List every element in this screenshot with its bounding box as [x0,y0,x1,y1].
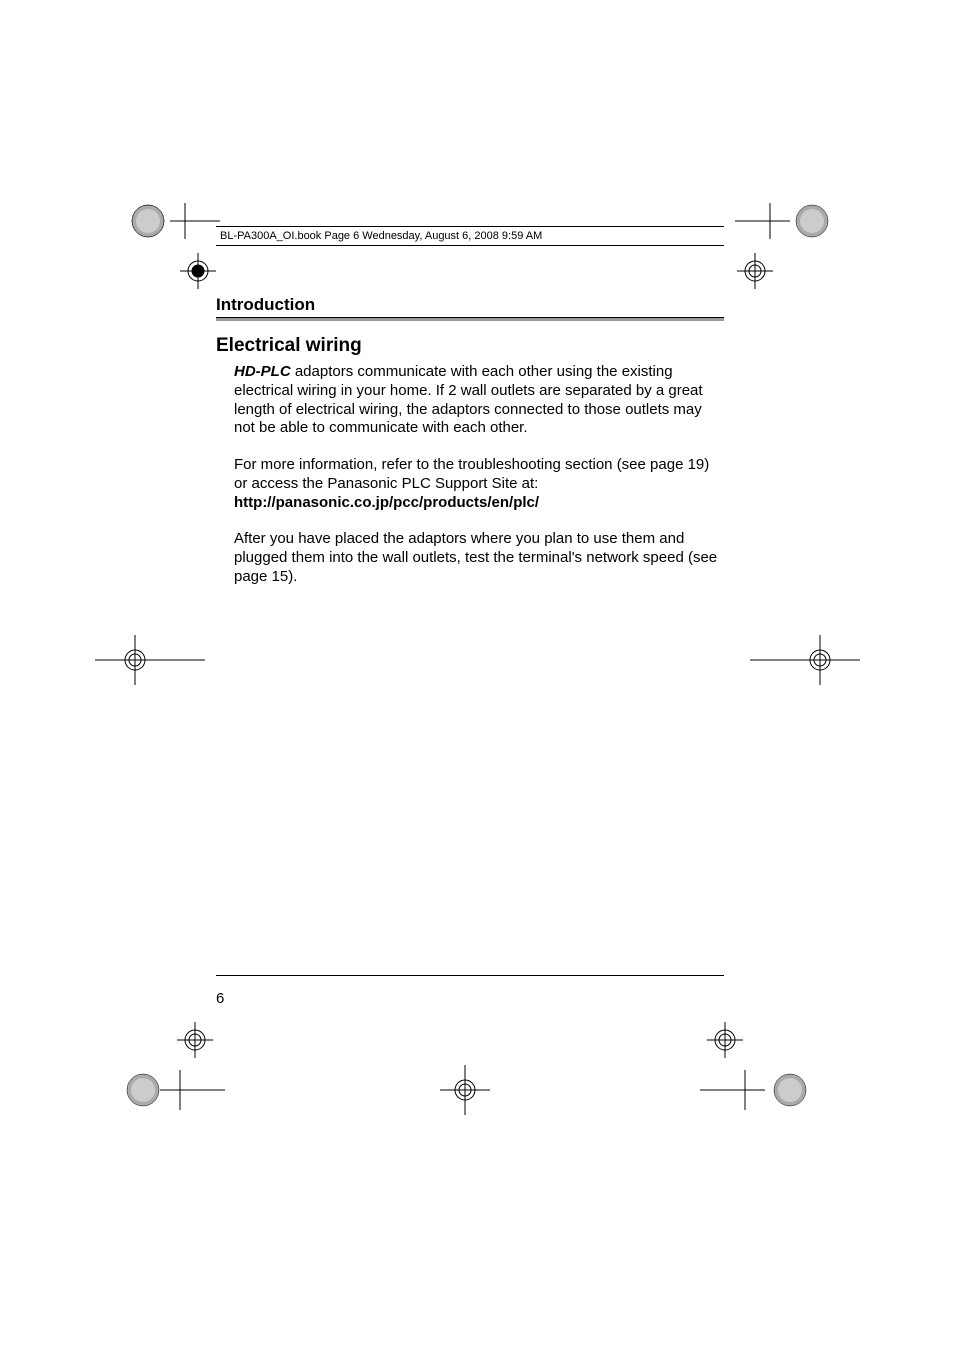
crop-mark-icon [690,1010,840,1130]
paragraph-3-text: After you have placed the adaptors where… [234,530,717,585]
crop-mark-icon [750,630,860,690]
footer-rule [216,975,724,976]
header-text: BL-PA300A_OI.book Page 6 Wednesday, Augu… [220,230,542,242]
paragraph-1-text: adaptors communicate with each other usi… [234,363,703,436]
print-header: BL-PA300A_OI.book Page 6 Wednesday, Augu… [216,226,724,246]
content-area: Introduction Electrical wiring HD-PLC ad… [216,295,724,605]
support-url: http://panasonic.co.jp/pcc/products/en/p… [234,494,539,511]
crop-mark-icon [105,1010,235,1130]
section-rule [216,317,724,321]
crop-mark-icon [95,630,205,690]
paragraph-2: For more information, refer to the troub… [216,456,724,512]
page-heading: Electrical wiring [216,335,724,357]
paragraph-2-text: For more information, refer to the troub… [234,456,709,492]
crop-mark-icon [120,193,230,303]
crop-mark-icon [720,193,840,303]
hd-plc-term: HD-PLC [234,363,291,380]
paragraph-1: HD-PLC adaptors communicate with each ot… [216,363,724,438]
crop-mark-icon [430,1055,500,1125]
section-label: Introduction [216,295,724,317]
paragraph-3: After you have placed the adaptors where… [216,530,724,586]
page-number: 6 [216,990,224,1007]
